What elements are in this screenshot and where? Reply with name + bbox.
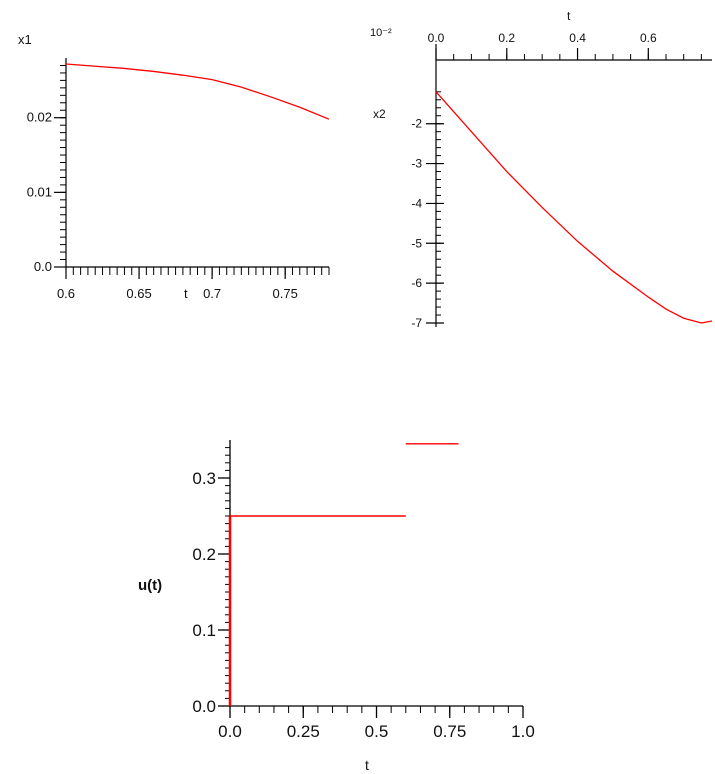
x2-y-tick-label: -3 bbox=[411, 157, 422, 171]
x1-y-tick-label: 0.0 bbox=[34, 259, 52, 274]
x1-ylabel: x1 bbox=[18, 32, 32, 47]
u-x-tick-label: 0.0 bbox=[218, 722, 242, 741]
x2-y-tick-label: -2 bbox=[411, 117, 422, 131]
x2-x-tick-label: 0.6 bbox=[640, 31, 657, 45]
x1-x-tick-label: 0.75 bbox=[273, 286, 298, 301]
u-x-tick-label: 0.75 bbox=[433, 722, 466, 741]
u-y-tick-label: 0.3 bbox=[192, 469, 216, 488]
u-x-tick-label: 0.25 bbox=[287, 722, 320, 741]
u-xlabel: t bbox=[365, 757, 369, 773]
u-x-tick-label: 1.0 bbox=[511, 722, 535, 741]
x2-x-tick-label: 0.2 bbox=[498, 31, 515, 45]
u-x-tick-label: 0.5 bbox=[365, 722, 389, 741]
u-y-tick-label: 0.0 bbox=[192, 697, 216, 716]
x2-y-tick-label: -7 bbox=[411, 316, 422, 330]
u-ylabel: u(t) bbox=[138, 577, 162, 594]
x2-y-tick-label: -6 bbox=[411, 276, 422, 290]
x1-x-tick-label: 0.65 bbox=[126, 286, 151, 301]
x1-xlabel: t bbox=[184, 286, 188, 301]
u-y-tick-label: 0.2 bbox=[192, 545, 216, 564]
x2-scale-note: 10⁻² bbox=[370, 27, 392, 39]
x2-y-tick-label: -5 bbox=[411, 236, 422, 250]
x2-xlabel: t bbox=[567, 9, 571, 23]
x1-y-tick-label: 0.01 bbox=[27, 184, 52, 199]
x2-y-tick-label: -4 bbox=[411, 196, 422, 210]
x1-series-line bbox=[65, 63, 330, 120]
x2-x-tick-label: 0.0 bbox=[428, 31, 445, 45]
x1-y-tick-label: 0.02 bbox=[27, 110, 52, 125]
x1-x-tick-label: 0.7 bbox=[203, 286, 221, 301]
x2-series-line bbox=[435, 91, 713, 324]
x2-x-tick-label: 0.4 bbox=[569, 31, 586, 45]
x1-x-tick-label: 0.6 bbox=[57, 286, 75, 301]
x2-ylabel: x2 bbox=[373, 107, 386, 121]
u-y-tick-label: 0.1 bbox=[192, 621, 216, 640]
